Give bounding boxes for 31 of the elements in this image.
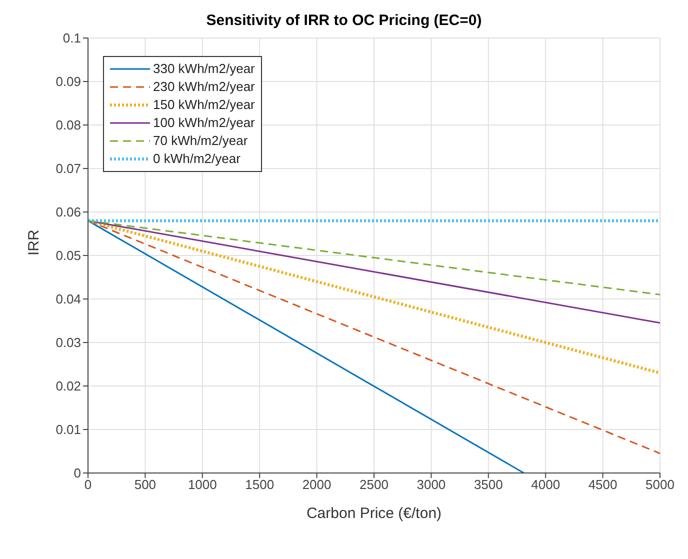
x-tick-label: 5000 (646, 477, 674, 492)
y-tick-label: 0.1 (62, 30, 81, 46)
legend-label: 330 kWh/m2/year (153, 60, 255, 78)
x-tick-label: 0 (84, 477, 92, 492)
x-tick-label: 500 (134, 477, 156, 492)
legend-label: 0 kWh/m2/year (153, 150, 240, 168)
y-tick-label: 0.06 (56, 204, 81, 220)
y-tick-label: 0.09 (56, 74, 81, 90)
y-tick-label: 0.02 (56, 378, 81, 394)
chart-title: Sensitivity of IRR to OC Pricing (EC=0) (205, 12, 483, 29)
y-tick-label: 0.07 (56, 161, 81, 176)
y-tick-label: 0.03 (56, 335, 81, 350)
x-tick-label: 3500 (474, 477, 503, 492)
x-tick-label: 2000 (302, 477, 332, 492)
y-tick-label: 0.05 (56, 248, 81, 264)
y-tick-label: 0.01 (56, 422, 81, 438)
legend-label: 230 kWh/m2/year (153, 78, 255, 96)
x-tick-label: 3000 (416, 477, 446, 492)
y-tick-label: 0.04 (56, 292, 81, 307)
y-tick-label: 0 (74, 466, 81, 481)
y-tick-label: 0.08 (56, 118, 81, 133)
x-tick-label: 4500 (588, 477, 618, 492)
x-axis-title: Carbon Price (€/ton) (306, 505, 442, 522)
legend-label: 70 kWh/m2/year (153, 132, 248, 150)
y-axis-title: IRR (25, 230, 42, 256)
legend-label: 100 kWh/m2/year (153, 114, 255, 132)
legend-label: 150 kWh/m2/year (153, 96, 255, 114)
x-tick-label: 4000 (531, 477, 560, 492)
x-tick-label: 1500 (245, 477, 274, 492)
x-tick-label: 2500 (360, 477, 388, 492)
x-tick-label: 1000 (188, 477, 217, 492)
